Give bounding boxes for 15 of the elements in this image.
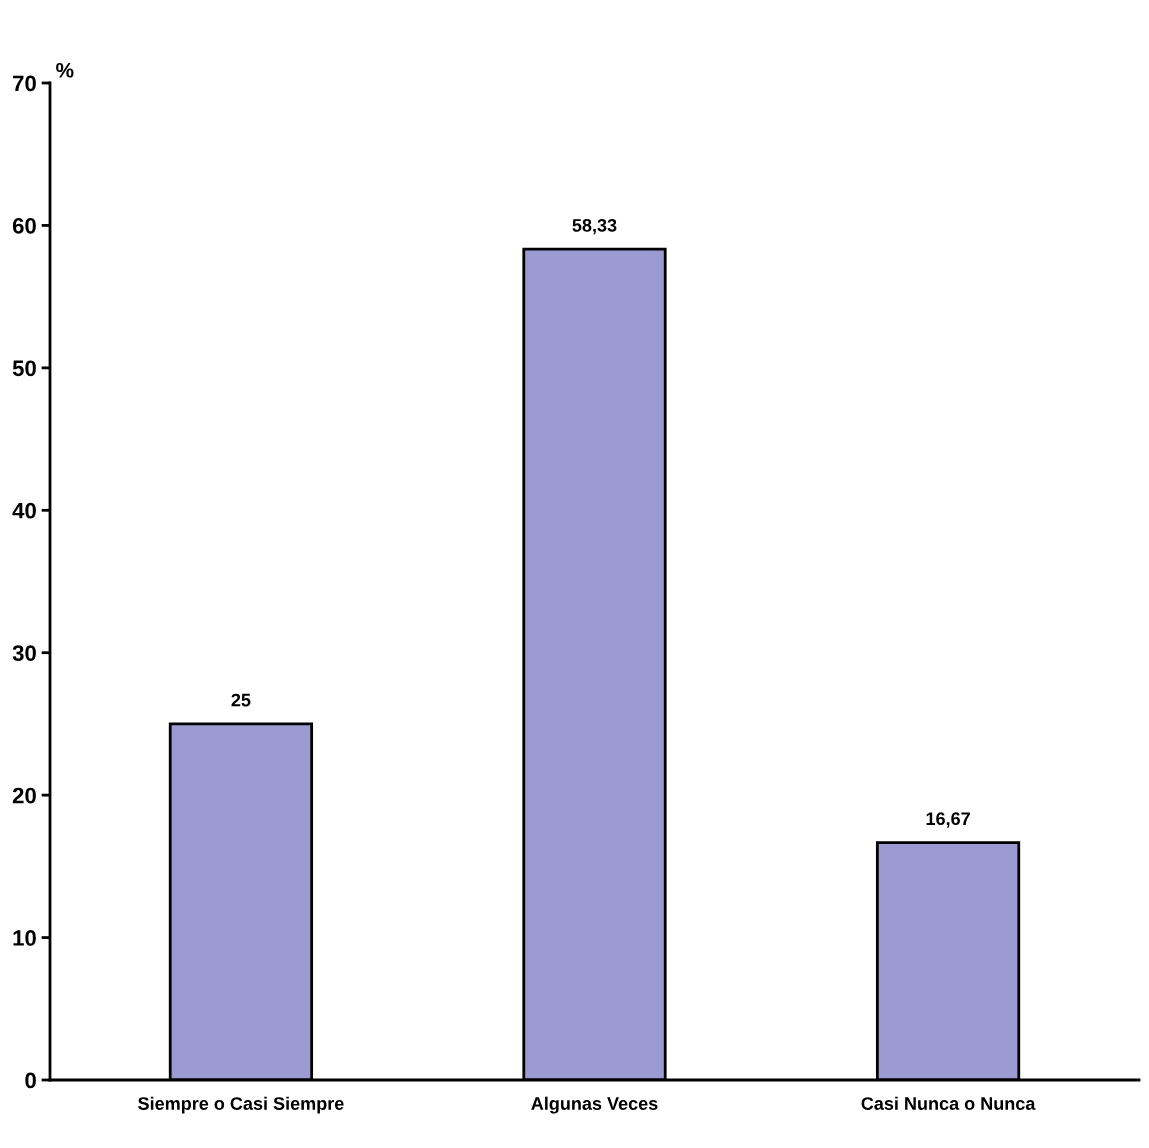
- y-tick-label: 10: [13, 930, 36, 946]
- y-axis-title: %: [56, 62, 74, 78]
- data-label: 16,67: [926, 812, 970, 828]
- y-tick-label: 30: [12, 645, 36, 662]
- x-tick-label: Casi Nunca o Nunca: [861, 1096, 1036, 1110]
- x-tick-label: Algunas Veces: [531, 1096, 658, 1114]
- y-tick-label: 70: [13, 75, 36, 92]
- y-tick-label: 0: [25, 1072, 36, 1089]
- y-tick-label: 20: [12, 787, 36, 804]
- y-tick-label: 60: [12, 217, 36, 234]
- y-tick-label: 40: [12, 502, 36, 519]
- x-tick-label: Siempre o Casi Siempre: [138, 1096, 344, 1114]
- data-label: 25: [231, 693, 251, 707]
- data-label: 58,33: [572, 218, 617, 235]
- y-tick-label: 50: [12, 360, 36, 377]
